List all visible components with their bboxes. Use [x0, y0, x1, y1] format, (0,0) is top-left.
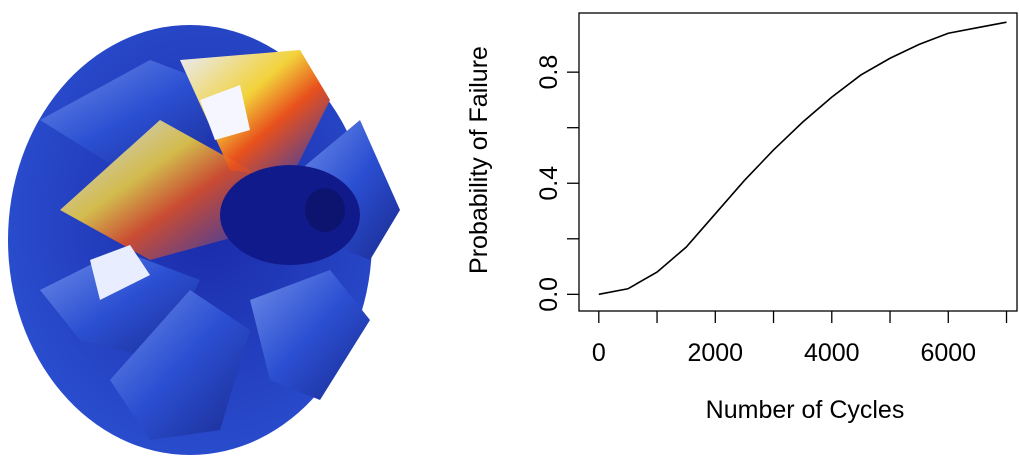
- y-tick-label: 0.0: [535, 277, 563, 312]
- x-axis-label: Number of Cycles: [706, 396, 905, 424]
- x-tick-label: 6000: [920, 339, 976, 367]
- x-tick-label: 4000: [804, 339, 860, 367]
- plot-frame: [578, 12, 1018, 312]
- data-line: [598, 21, 1007, 296]
- y-tick-label: 0.8: [535, 55, 563, 90]
- x-tick-label: 2000: [687, 339, 743, 367]
- y-tick-label: 0.4: [535, 166, 563, 201]
- y-axis-label: Probability of Failure: [465, 46, 493, 274]
- plot: Number of Cycles Probability of Failure: [465, 12, 1018, 424]
- turbine-image: [8, 25, 400, 455]
- x-tick-label: 0: [592, 339, 606, 367]
